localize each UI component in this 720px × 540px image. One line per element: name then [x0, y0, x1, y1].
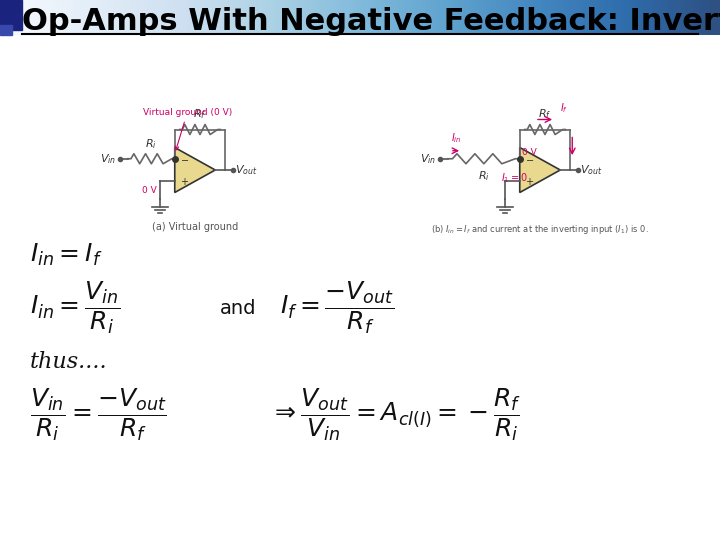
- Text: $V_{in}$: $V_{in}$: [420, 152, 436, 166]
- Polygon shape: [520, 147, 560, 192]
- Text: $\Rightarrow \dfrac{V_{out}}{V_{in}} = A_{cl(I)} = -\dfrac{R_f}{R_i}$: $\Rightarrow \dfrac{V_{out}}{V_{in}} = A…: [270, 387, 521, 443]
- Text: $+$: $+$: [525, 176, 534, 187]
- Text: $R_f$: $R_f$: [193, 107, 207, 122]
- Text: $I_{in}$: $I_{in}$: [451, 131, 462, 145]
- Text: $I_1 = 0$: $I_1 = 0$: [501, 171, 528, 185]
- Text: $\dfrac{V_{in}}{R_i} = \dfrac{-V_{out}}{R_f}$: $\dfrac{V_{in}}{R_i} = \dfrac{-V_{out}}{…: [30, 387, 167, 443]
- Text: thus....: thus....: [30, 351, 107, 373]
- Text: $V_{out}$: $V_{out}$: [580, 163, 603, 177]
- Text: $R_i$: $R_i$: [478, 168, 490, 183]
- Polygon shape: [175, 147, 215, 192]
- Text: 0 V: 0 V: [142, 186, 157, 195]
- Bar: [0, 25, 12, 35]
- Text: $V_{in}$: $V_{in}$: [100, 152, 116, 166]
- Text: $V_{out}$: $V_{out}$: [235, 163, 258, 177]
- Text: $R_i$: $R_i$: [145, 137, 157, 151]
- Text: (b) $I_{in} = I_f$ and current at the inverting input ($I_1$) is 0.: (b) $I_{in} = I_f$ and current at the in…: [431, 222, 649, 235]
- Text: Virtual ground (0 V): Virtual ground (0 V): [143, 108, 232, 150]
- Text: $I_f$: $I_f$: [560, 102, 568, 116]
- Text: $-$: $-$: [180, 154, 189, 164]
- Text: $-$: $-$: [525, 154, 534, 164]
- Text: (a) Virtual ground: (a) Virtual ground: [152, 222, 238, 233]
- Text: $I_{in} = I_f$: $I_{in} = I_f$: [30, 242, 102, 268]
- Text: 0 V: 0 V: [522, 148, 536, 157]
- Text: Op-Amps With Negative Feedback: Inverting: Op-Amps With Negative Feedback: Invertin…: [22, 6, 720, 36]
- Text: $+$: $+$: [180, 176, 189, 187]
- Text: $I_f = \dfrac{-V_{out}}{R_f}$: $I_f = \dfrac{-V_{out}}{R_f}$: [280, 280, 395, 336]
- Bar: [0, 0, 22, 30]
- Text: $I_{in} = \dfrac{V_{in}}{R_i}$: $I_{in} = \dfrac{V_{in}}{R_i}$: [30, 280, 120, 336]
- Text: $R_f$: $R_f$: [539, 107, 552, 122]
- Text: and: and: [220, 299, 256, 318]
